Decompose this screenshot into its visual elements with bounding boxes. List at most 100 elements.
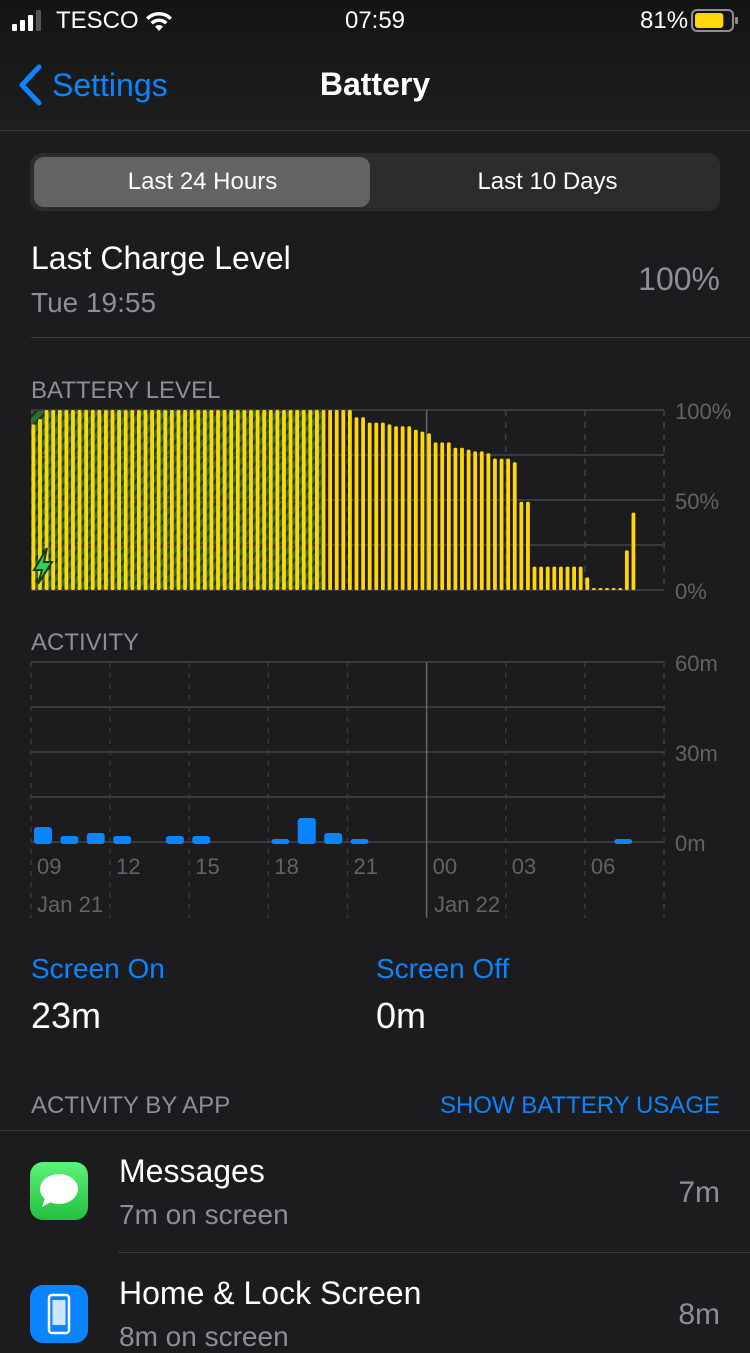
screen-off-value: 0m	[376, 995, 427, 1036]
activity-bar	[192, 836, 211, 844]
app-value: 8m	[678, 1298, 720, 1331]
charging-bolt-icon	[32, 547, 54, 585]
battery-bar	[526, 501, 530, 590]
divider	[118, 1252, 750, 1253]
battery-bar	[71, 410, 75, 590]
battery-bar	[631, 512, 636, 590]
wifi-icon	[146, 11, 172, 31]
battery-bar	[572, 566, 576, 590]
clock: 07:59	[344, 7, 406, 34]
battery-bar	[512, 462, 517, 590]
activity-bar	[113, 836, 132, 844]
activity-chart	[30, 661, 665, 918]
x-tick: 03	[511, 854, 537, 879]
battery-bar	[611, 588, 616, 590]
x-tick: 18	[274, 854, 299, 879]
battery-bar	[466, 449, 471, 590]
battery-bar	[315, 410, 319, 590]
battery-bar	[64, 410, 69, 590]
battery-bar	[334, 410, 339, 590]
battery-bar	[209, 410, 214, 590]
app-row-messages[interactable]: Messages 7m on screen 7m	[0, 1131, 750, 1252]
activity-bar	[86, 833, 105, 844]
y-tick: 50%	[675, 489, 720, 514]
segment-selected-indicator	[34, 157, 370, 207]
battery-bar	[150, 410, 154, 590]
battery-chart-title: BATTERY LEVEL	[31, 377, 221, 404]
battery-bar	[137, 410, 141, 590]
battery-bar	[301, 410, 306, 590]
x-tick: 06	[590, 854, 616, 879]
battery-bar	[242, 410, 247, 590]
chevron-left-icon	[19, 64, 42, 106]
battery-bar	[506, 458, 511, 590]
back-button[interactable]: Settings	[16, 62, 168, 108]
app-detail: 7m on screen	[119, 1199, 289, 1230]
battery-bar	[446, 442, 451, 590]
battery-bar	[97, 410, 102, 590]
battery-bar	[565, 566, 570, 590]
tab-last-24-hours[interactable]: Last 24 Hours	[127, 168, 278, 195]
battery-bar	[183, 410, 187, 590]
activity-bar	[271, 839, 290, 844]
last-charge-value: 100%	[638, 261, 720, 297]
battery-bar	[374, 422, 379, 590]
battery-level-chart	[31, 409, 665, 591]
battery-bar	[598, 588, 603, 590]
battery-bar	[202, 410, 207, 590]
date-label: Jan 22	[434, 892, 501, 917]
back-label: Settings	[52, 66, 168, 103]
y-tick: 60m	[675, 651, 718, 676]
app-value: 7m	[678, 1176, 720, 1209]
battery-bar	[361, 417, 365, 590]
battery-bar	[110, 410, 115, 590]
battery-bar	[493, 458, 497, 590]
page-title: Battery	[319, 66, 431, 102]
battery-bar	[380, 422, 385, 590]
battery-bar	[453, 447, 458, 590]
battery-bar	[605, 588, 609, 590]
battery-bar	[591, 588, 596, 590]
x-tick: 09	[37, 854, 62, 879]
app-name: Home & Lock Screen	[119, 1275, 422, 1311]
activity-bar	[350, 839, 369, 844]
battery-bar	[328, 410, 333, 590]
app-detail: 8m on screen	[119, 1321, 289, 1352]
battery-bar	[31, 424, 36, 590]
battery-bar	[354, 417, 359, 590]
battery-bar	[486, 453, 491, 590]
battery-bar	[308, 410, 313, 590]
divider	[31, 337, 750, 338]
battery-icon	[691, 9, 738, 32]
battery-bar	[123, 410, 128, 590]
y-tick: 100%	[675, 399, 732, 424]
battery-bar	[552, 566, 557, 590]
divider	[0, 1130, 750, 1131]
activity-bar	[614, 839, 633, 844]
battery-bar	[578, 566, 583, 590]
battery-bar	[117, 410, 122, 590]
activity-bar	[165, 836, 184, 844]
y-tick: 0%	[675, 579, 707, 604]
x-tick: 21	[353, 854, 378, 879]
battery-bar	[618, 588, 623, 590]
battery-bar	[229, 410, 234, 590]
battery-bar	[255, 410, 260, 590]
app-row-home-lock-screen[interactable]: Home & Lock Screen 8m on screen 8m	[0, 1253, 750, 1353]
phone-screen-icon	[30, 1285, 88, 1343]
signal-icon	[12, 10, 41, 31]
battery-bar	[275, 410, 280, 590]
battery-bar	[348, 410, 352, 590]
messages-icon	[30, 1162, 88, 1220]
battery-bar	[367, 422, 372, 590]
activity-bar	[34, 827, 52, 844]
last-charge-time: Tue 19:55	[31, 287, 157, 318]
show-battery-usage-button[interactable]: SHOW BATTERY USAGE	[439, 1092, 720, 1119]
battery-bar	[295, 410, 300, 590]
battery-bar	[387, 424, 392, 590]
tab-last-10-days[interactable]: Last 10 Days	[477, 168, 618, 195]
battery-bar	[196, 410, 201, 590]
top-bar	[0, 0, 750, 131]
battery-bar	[38, 419, 42, 590]
battery-bar	[624, 550, 629, 590]
